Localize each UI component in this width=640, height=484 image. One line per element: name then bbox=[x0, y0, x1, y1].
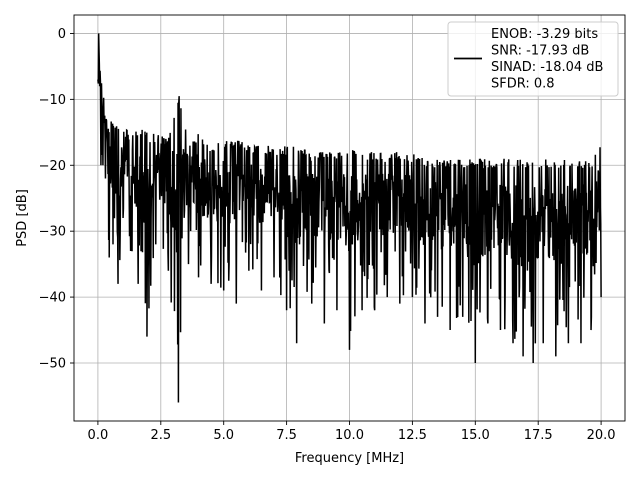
x-tick-label: 5.0 bbox=[213, 428, 234, 443]
legend-entry: SFDR: 0.8 bbox=[491, 77, 555, 92]
y-tick-label: −40 bbox=[39, 291, 66, 306]
legend-entry: SINAD: -18.04 dB bbox=[491, 60, 603, 75]
y-tick-label: −30 bbox=[39, 225, 66, 240]
x-tick-label: 12.5 bbox=[398, 428, 427, 443]
legend-entry: SNR: -17.93 dB bbox=[491, 44, 589, 59]
x-axis-label: Frequency [MHz] bbox=[295, 451, 404, 466]
x-tick-label: 2.5 bbox=[150, 428, 171, 443]
psd-series-line bbox=[97, 33, 602, 403]
x-tick-label: 20.0 bbox=[587, 428, 616, 443]
y-axis-label: PSD [dB] bbox=[15, 189, 30, 247]
x-tick-label: 17.5 bbox=[524, 428, 553, 443]
axes-frame bbox=[73, 14, 626, 422]
y-tick-label: −10 bbox=[39, 93, 66, 108]
y-tick-label: −20 bbox=[39, 159, 66, 174]
x-tick-label: 7.5 bbox=[276, 428, 297, 443]
ticks: 0.0 2.5 5.0 7.5 10.0 12.5 15.0 17.5 20.0 0 −10 −20 −… bbox=[39, 27, 616, 443]
x-tick-label: 0.0 bbox=[88, 428, 109, 443]
legend: ENOB: -3.29 bits SNR: -17.93 dB SINAD: -… bbox=[447, 21, 619, 97]
legend-box bbox=[447, 21, 619, 97]
y-tick-label: −50 bbox=[39, 357, 66, 372]
x-tick-label: 10.0 bbox=[335, 428, 364, 443]
x-tick-label: 15.0 bbox=[461, 428, 490, 443]
data-layer bbox=[97, 33, 602, 403]
legend-entry: ENOB: -3.29 bits bbox=[491, 27, 598, 42]
y-tick-label: 0 bbox=[58, 27, 66, 42]
